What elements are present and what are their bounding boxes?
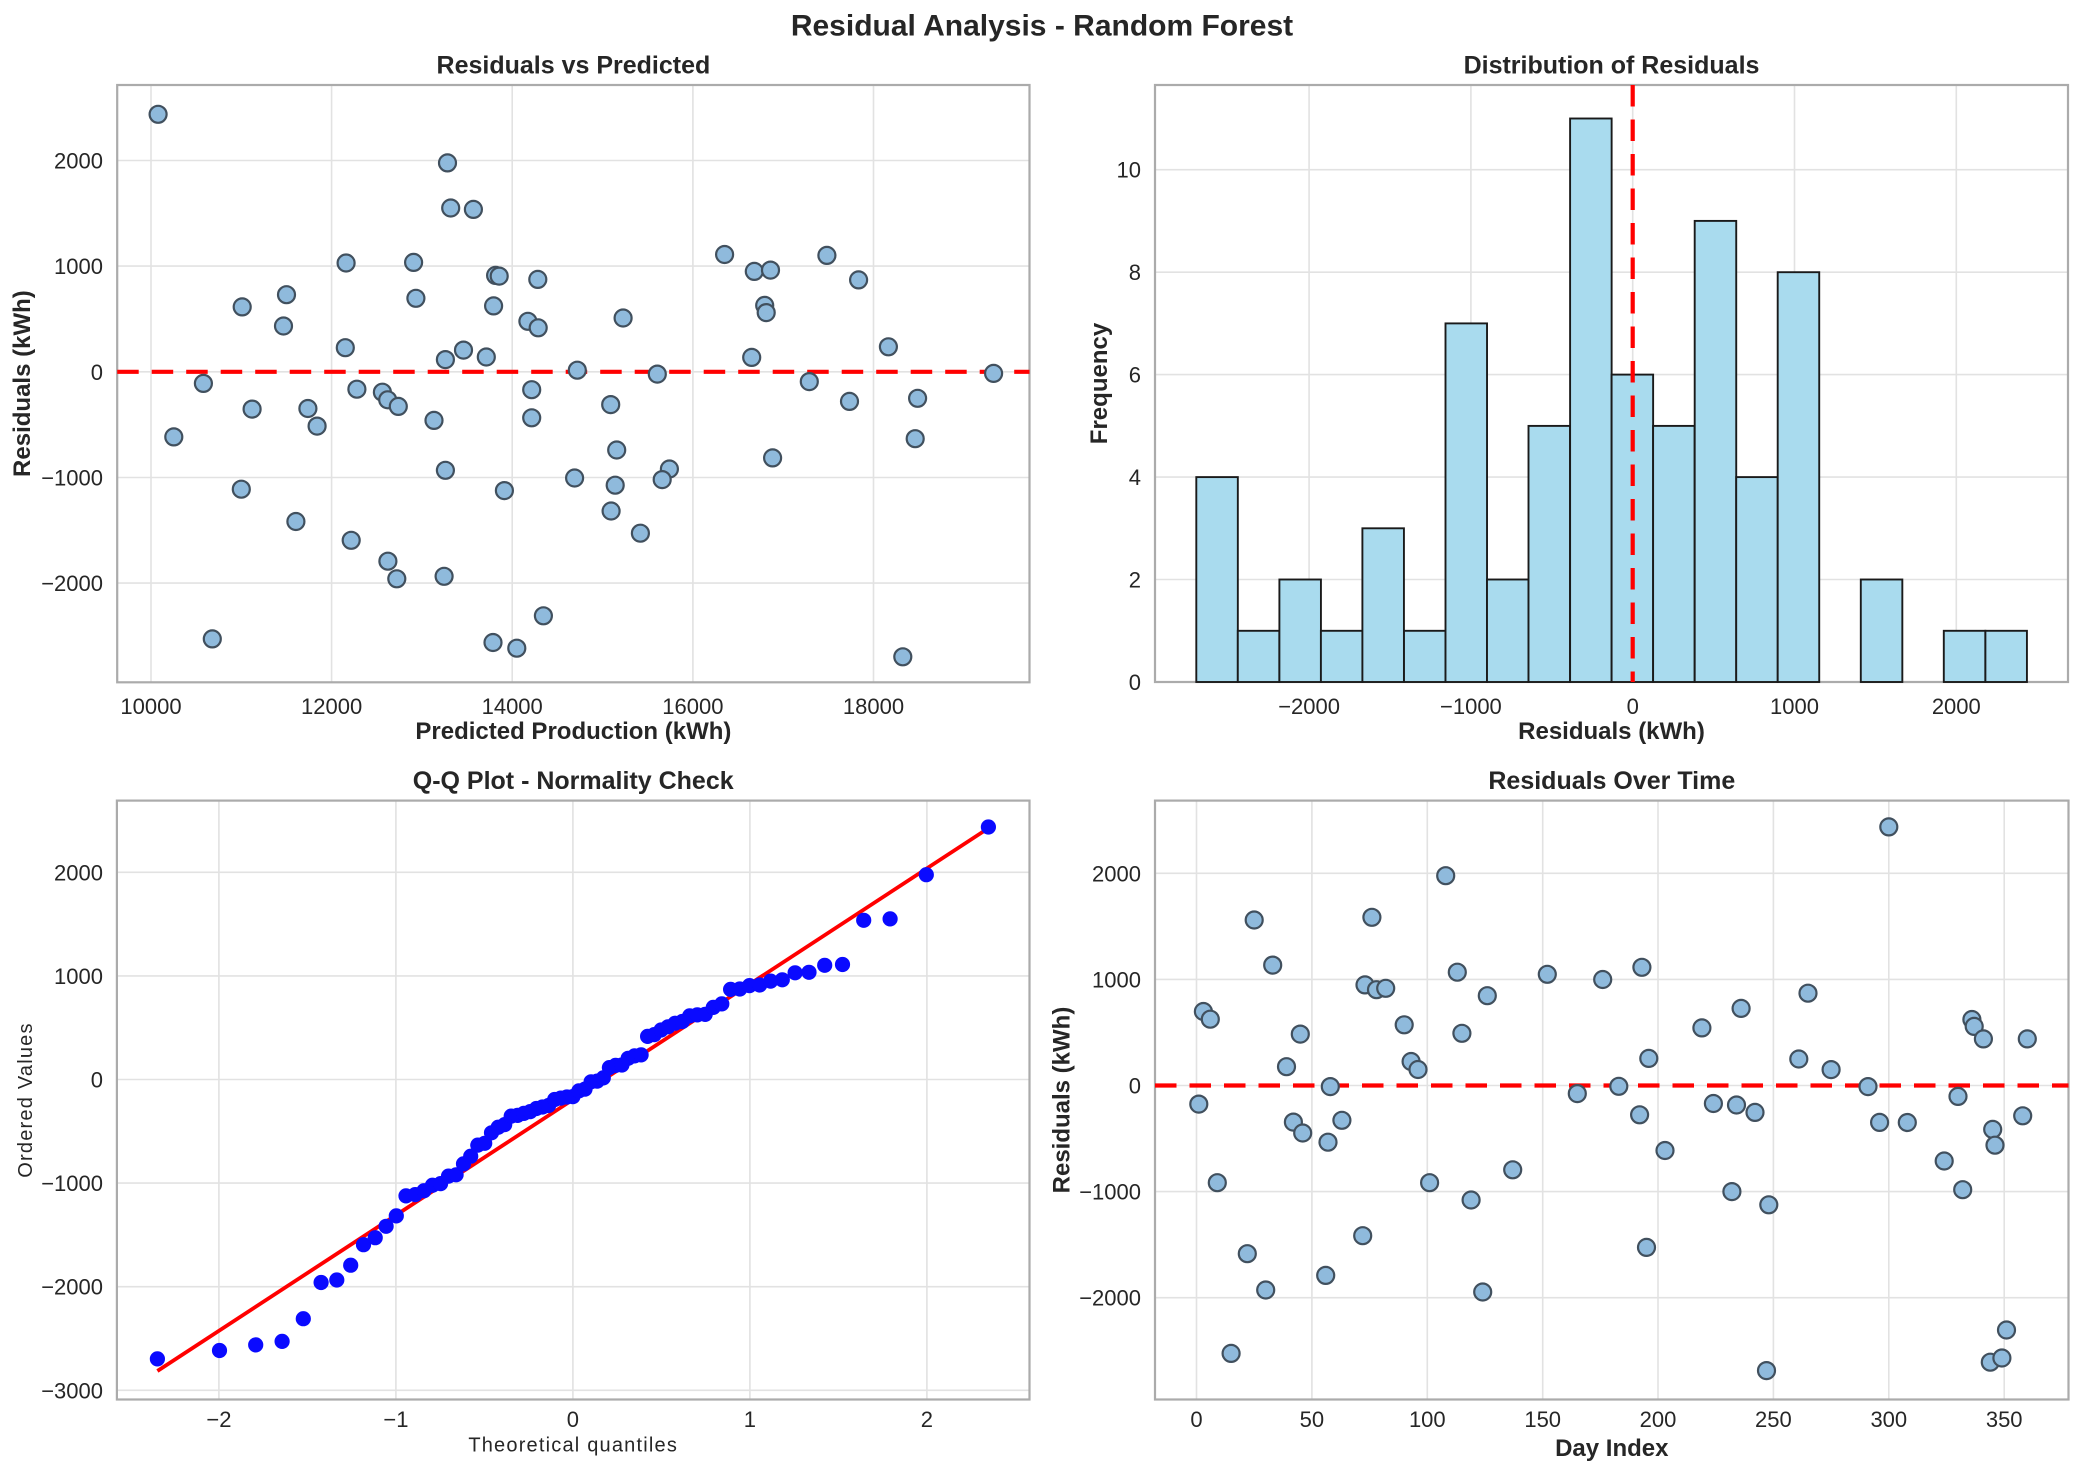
- svg-text:12000: 12000: [301, 694, 362, 719]
- svg-text:Residuals vs Predicted: Residuals vs Predicted: [437, 52, 711, 80]
- svg-text:−2000: −2000: [41, 571, 103, 596]
- svg-text:100: 100: [1409, 1407, 1446, 1432]
- svg-text:250: 250: [1755, 1407, 1792, 1432]
- svg-text:18000: 18000: [843, 694, 904, 719]
- svg-text:Residual Analysis - Random For: Residual Analysis - Random Forest: [791, 10, 1293, 43]
- svg-text:0: 0: [91, 360, 103, 385]
- svg-text:2000: 2000: [54, 860, 103, 885]
- svg-text:0: 0: [1129, 670, 1141, 695]
- svg-text:1000: 1000: [54, 964, 103, 989]
- svg-text:Residuals Over Time: Residuals Over Time: [1488, 767, 1735, 795]
- svg-text:4: 4: [1129, 465, 1141, 490]
- svg-text:Frequency: Frequency: [1086, 322, 1113, 444]
- svg-text:Residuals (kWh): Residuals (kWh): [9, 290, 36, 477]
- svg-text:−2000: −2000: [1079, 1286, 1141, 1311]
- svg-text:Distribution of Residuals: Distribution of Residuals: [1464, 52, 1760, 80]
- svg-text:6: 6: [1129, 363, 1141, 388]
- svg-text:14000: 14000: [482, 694, 543, 719]
- svg-text:−2000: −2000: [41, 1275, 103, 1300]
- svg-text:−1000: −1000: [41, 466, 103, 491]
- svg-text:8: 8: [1129, 260, 1141, 285]
- svg-text:Residuals (kWh): Residuals (kWh): [1049, 1007, 1076, 1194]
- svg-text:1000: 1000: [1092, 967, 1141, 992]
- svg-text:Day Index: Day Index: [1555, 1435, 1669, 1462]
- svg-text:1: 1: [744, 1407, 756, 1432]
- svg-text:50: 50: [1300, 1407, 1324, 1432]
- svg-text:200: 200: [1640, 1407, 1677, 1432]
- svg-text:Predicted Production (kWh): Predicted Production (kWh): [415, 718, 731, 745]
- svg-text:10000: 10000: [120, 694, 181, 719]
- svg-text:Ordered Values: Ordered Values: [15, 1022, 37, 1177]
- svg-text:2000: 2000: [1092, 861, 1141, 886]
- svg-text:−3000: −3000: [41, 1378, 103, 1403]
- svg-text:−2000: −2000: [1278, 694, 1340, 719]
- svg-text:0: 0: [1190, 1407, 1202, 1432]
- svg-text:10: 10: [1117, 158, 1141, 183]
- svg-text:−1: −1: [383, 1407, 408, 1432]
- svg-text:350: 350: [1986, 1407, 2023, 1432]
- svg-text:Theoretical quantiles: Theoretical quantiles: [468, 1435, 678, 1457]
- svg-text:−1000: −1000: [41, 1171, 103, 1196]
- svg-text:0: 0: [91, 1068, 103, 1093]
- svg-text:300: 300: [1870, 1407, 1907, 1432]
- svg-text:1000: 1000: [54, 254, 103, 279]
- svg-text:2: 2: [921, 1407, 933, 1432]
- svg-text:0: 0: [567, 1407, 579, 1432]
- svg-text:−1000: −1000: [1440, 694, 1502, 719]
- svg-text:16000: 16000: [662, 694, 723, 719]
- svg-text:Residuals (kWh): Residuals (kWh): [1518, 718, 1705, 745]
- svg-text:Q-Q Plot - Normality Check: Q-Q Plot - Normality Check: [413, 767, 734, 795]
- svg-text:2: 2: [1129, 568, 1141, 593]
- svg-text:0: 0: [1627, 694, 1639, 719]
- svg-text:−2: −2: [206, 1407, 231, 1432]
- svg-text:−1000: −1000: [1079, 1180, 1141, 1205]
- svg-text:1000: 1000: [1770, 694, 1819, 719]
- svg-text:0: 0: [1129, 1074, 1141, 1099]
- svg-text:2000: 2000: [1932, 694, 1981, 719]
- svg-text:150: 150: [1524, 1407, 1561, 1432]
- svg-text:2000: 2000: [54, 149, 103, 174]
